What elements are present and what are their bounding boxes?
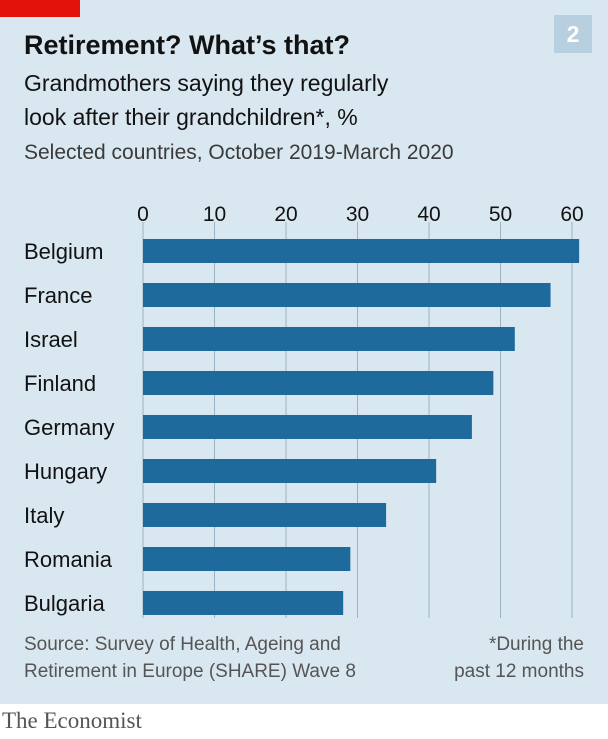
bar-romania: [143, 547, 351, 571]
source-line1: Source: Survey of Health, Ageing and: [24, 634, 341, 655]
category-label-bulgaria: Bulgaria: [24, 591, 105, 616]
x-tick-label: 50: [489, 203, 512, 226]
bar-bulgaria: [143, 591, 344, 615]
x-tick-label: 60: [560, 203, 583, 226]
economist-logo-text: The Economist: [2, 708, 142, 733]
bar-chart: 0 10 20 30 40 50 60 Belgium France Israel Finland G…: [24, 203, 584, 618]
bar-israel: [143, 327, 515, 351]
chart-subtitle-line2: look after their grandchildren*, %: [24, 104, 358, 130]
category-label-italy: Italy: [24, 503, 64, 528]
chart-panel: Retirement? What’s that? 2 Grandmothers …: [0, 0, 608, 704]
footnote-line2: past 12 months: [454, 661, 584, 682]
x-tick-label: 40: [417, 203, 440, 226]
category-label-france: France: [24, 283, 92, 308]
bar-france: [143, 283, 551, 307]
source-line2: Retirement in Europe (SHARE) Wave 8: [24, 661, 356, 682]
chart-subtitle-line1: Grandmothers saying they regularly: [24, 70, 389, 96]
chart-title: Retirement? What’s that?: [24, 30, 351, 60]
category-label-romania: Romania: [24, 547, 113, 572]
x-tick-label: 10: [203, 203, 226, 226]
category-label-finland: Finland: [24, 371, 96, 396]
x-tick-label: 20: [274, 203, 297, 226]
bar-belgium: [143, 239, 580, 263]
bar-italy: [143, 503, 387, 527]
chart-subtitle-date: Selected countries, October 2019-March 2…: [24, 141, 454, 164]
bar-hungary: [143, 459, 437, 483]
x-tick-label: 30: [346, 203, 369, 226]
chart-number-badge: 2: [554, 15, 592, 53]
category-label-israel: Israel: [24, 327, 78, 352]
footnote-line1: *During the: [488, 634, 584, 655]
economist-red-tag: [0, 0, 80, 17]
bar-germany: [143, 415, 472, 439]
bar-finland: [143, 371, 494, 395]
category-label-belgium: Belgium: [24, 239, 103, 264]
x-tick-label: 0: [137, 203, 149, 226]
category-label-hungary: Hungary: [24, 459, 107, 484]
category-label-germany: Germany: [24, 415, 114, 440]
